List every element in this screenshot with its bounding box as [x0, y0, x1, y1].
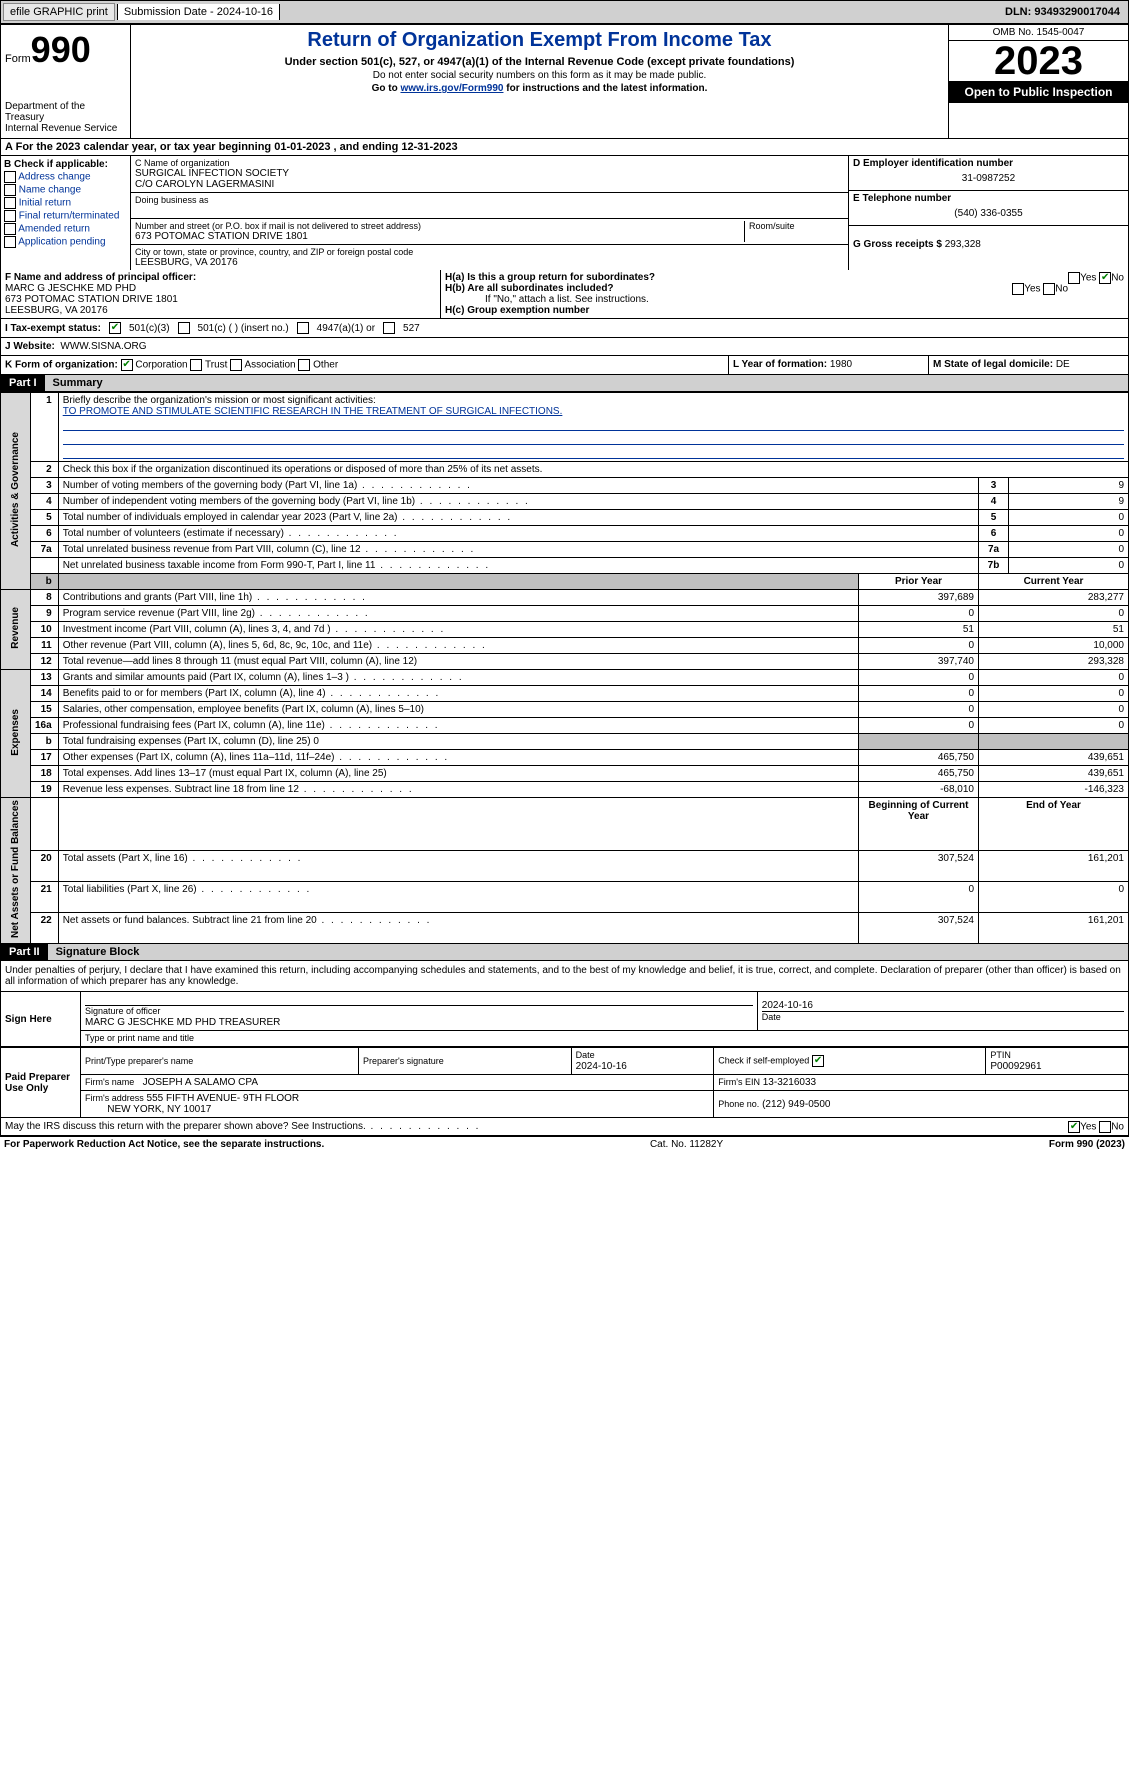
form-number: 990	[31, 29, 91, 70]
section-b: B Check if applicable: Address change Na…	[1, 156, 131, 270]
dept-label: Department of the Treasury	[5, 101, 126, 123]
form-header: Form990 Department of the Treasury Inter…	[0, 24, 1129, 139]
dln-label: DLN: 93493290017044	[997, 4, 1128, 20]
submission-date: Submission Date - 2024-10-16	[117, 4, 280, 20]
irs-link[interactable]: www.irs.gov/Form990	[400, 83, 503, 94]
declaration-text: Under penalties of perjury, I declare th…	[0, 961, 1129, 991]
efile-print-button[interactable]: efile GRAPHIC print	[3, 3, 115, 21]
sign-here-table: Sign Here Signature of officerMARC G JES…	[0, 991, 1129, 1047]
inspection-label: Open to Public Inspection	[949, 81, 1128, 103]
irs-label: Internal Revenue Service	[5, 123, 126, 134]
form-title: Return of Organization Exempt From Incom…	[135, 29, 944, 52]
goto-note: Go to www.irs.gov/Form990 for instructio…	[135, 83, 944, 94]
section-c: C Name of organizationSURGICAL INFECTION…	[131, 156, 848, 270]
section-f-h: F Name and address of principal officer:…	[0, 270, 1129, 319]
form-label: Form	[5, 53, 31, 65]
period-row: A For the 2023 calendar year, or tax yea…	[0, 139, 1129, 156]
toolbar: efile GRAPHIC print Submission Date - 20…	[0, 0, 1129, 24]
form-org-row: K Form of organization: Corporation Trus…	[0, 356, 1129, 375]
website-row: J Website: WWW.SISNA.ORG	[0, 338, 1129, 356]
chk-501c[interactable]	[178, 322, 190, 334]
footer: For Paperwork Reduction Act Notice, see …	[0, 1136, 1129, 1152]
section-d-e-g: D Employer identification number31-09872…	[848, 156, 1128, 270]
summary-table: Activities & Governance 1 Briefly descri…	[0, 392, 1129, 944]
chk-4947[interactable]	[297, 322, 309, 334]
discuss-row: May the IRS discuss this return with the…	[0, 1118, 1129, 1136]
chk-501c3[interactable]	[109, 322, 121, 334]
chk-527[interactable]	[383, 322, 395, 334]
form-subtitle: Under section 501(c), 527, or 4947(a)(1)…	[135, 56, 944, 68]
part1-header: Part ISummary	[0, 375, 1129, 392]
tax-status-row: I Tax-exempt status: 501(c)(3) 501(c) ( …	[0, 319, 1129, 338]
part2-header: Part IISignature Block	[0, 944, 1129, 961]
ssn-note: Do not enter social security numbers on …	[135, 70, 944, 81]
preparer-table: Paid Preparer Use Only Print/Type prepar…	[0, 1047, 1129, 1118]
tax-year: 2023	[949, 41, 1128, 81]
